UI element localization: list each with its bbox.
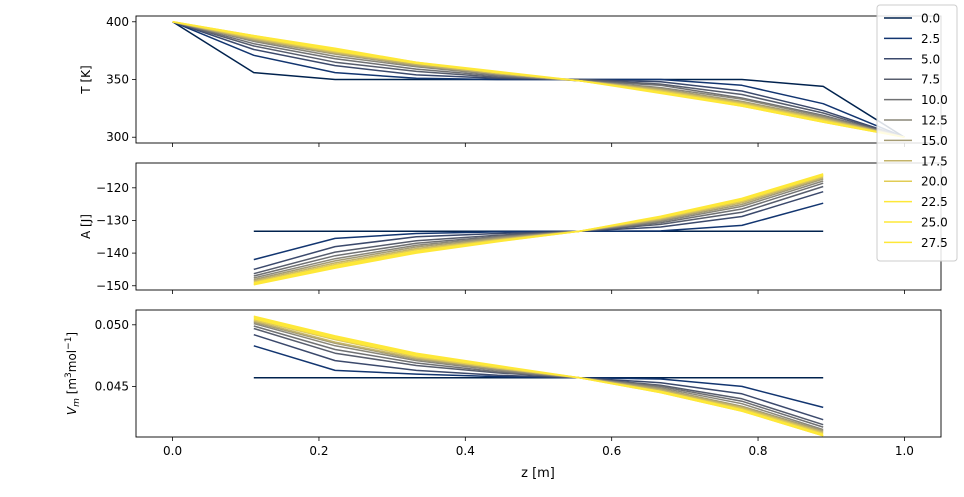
legend-label: 5.0 bbox=[921, 52, 940, 66]
y-tick-label: 0.050 bbox=[95, 318, 129, 332]
legend: 0.0 2.5 5.0 7.5 10.0 12.5 15.0 17.5 20.0 22.5 25.0… bbox=[876, 4, 958, 262]
x-tick-label: 0.4 bbox=[456, 444, 475, 458]
series-line-2.5 bbox=[253, 202, 824, 261]
y-axis-label: A [J] bbox=[79, 214, 93, 239]
legend-label: 27.5 bbox=[921, 236, 948, 250]
y-tick-label: 350 bbox=[106, 73, 129, 87]
legend-label: 12.5 bbox=[921, 114, 948, 128]
panel-3: 0.0 0.2 0.4 0.6 0.8 1.0 0.045 0.050 Vm [m3mol−1] bbox=[64, 309, 942, 458]
x-tick-label: 0.8 bbox=[748, 444, 767, 458]
y-tick-label: 0.045 bbox=[95, 379, 129, 393]
legend-label: 17.5 bbox=[921, 154, 948, 168]
y-tick-label: −130 bbox=[96, 213, 129, 227]
axes-frame bbox=[135, 309, 942, 438]
series-line-27.5 bbox=[253, 173, 824, 286]
panel-2: −150 −140 −130 −120 A [J] bbox=[79, 162, 942, 294]
x-tick-label: 0.2 bbox=[309, 444, 328, 458]
legend-label: 15.0 bbox=[921, 134, 948, 148]
y-axis-label: T [K] bbox=[79, 65, 93, 94]
x-tick-label: 0.0 bbox=[163, 444, 182, 458]
y-tick-label: −120 bbox=[96, 181, 129, 195]
y-axis-label: Vm [m3mol−1] bbox=[64, 332, 82, 415]
x-axis-label: z [m] bbox=[521, 466, 555, 481]
series-line-27.5 bbox=[172, 21, 905, 138]
x-tick-label: 0.6 bbox=[602, 444, 621, 458]
series-line-5.0 bbox=[253, 333, 824, 421]
y-tick-label: −150 bbox=[96, 279, 129, 293]
legend-label: 2.5 bbox=[921, 32, 940, 46]
legend-label: 10.0 bbox=[921, 93, 948, 107]
legend-box bbox=[876, 4, 958, 262]
legend-label: 0.0 bbox=[921, 12, 940, 26]
legend-label: 25.0 bbox=[921, 216, 948, 230]
y-tick-label: −140 bbox=[96, 246, 129, 260]
panel-1: 300 350 400 T [K] bbox=[79, 15, 942, 147]
legend-label: 20.0 bbox=[921, 175, 948, 189]
x-tick-label: 1.0 bbox=[895, 444, 914, 458]
y-tick-label: 400 bbox=[106, 15, 129, 29]
series-line-27.5 bbox=[253, 315, 824, 437]
legend-label: 22.5 bbox=[921, 195, 948, 209]
series-line-5.0 bbox=[253, 190, 824, 271]
legend-label: 7.5 bbox=[921, 73, 940, 87]
y-tick-label: 300 bbox=[106, 130, 129, 144]
